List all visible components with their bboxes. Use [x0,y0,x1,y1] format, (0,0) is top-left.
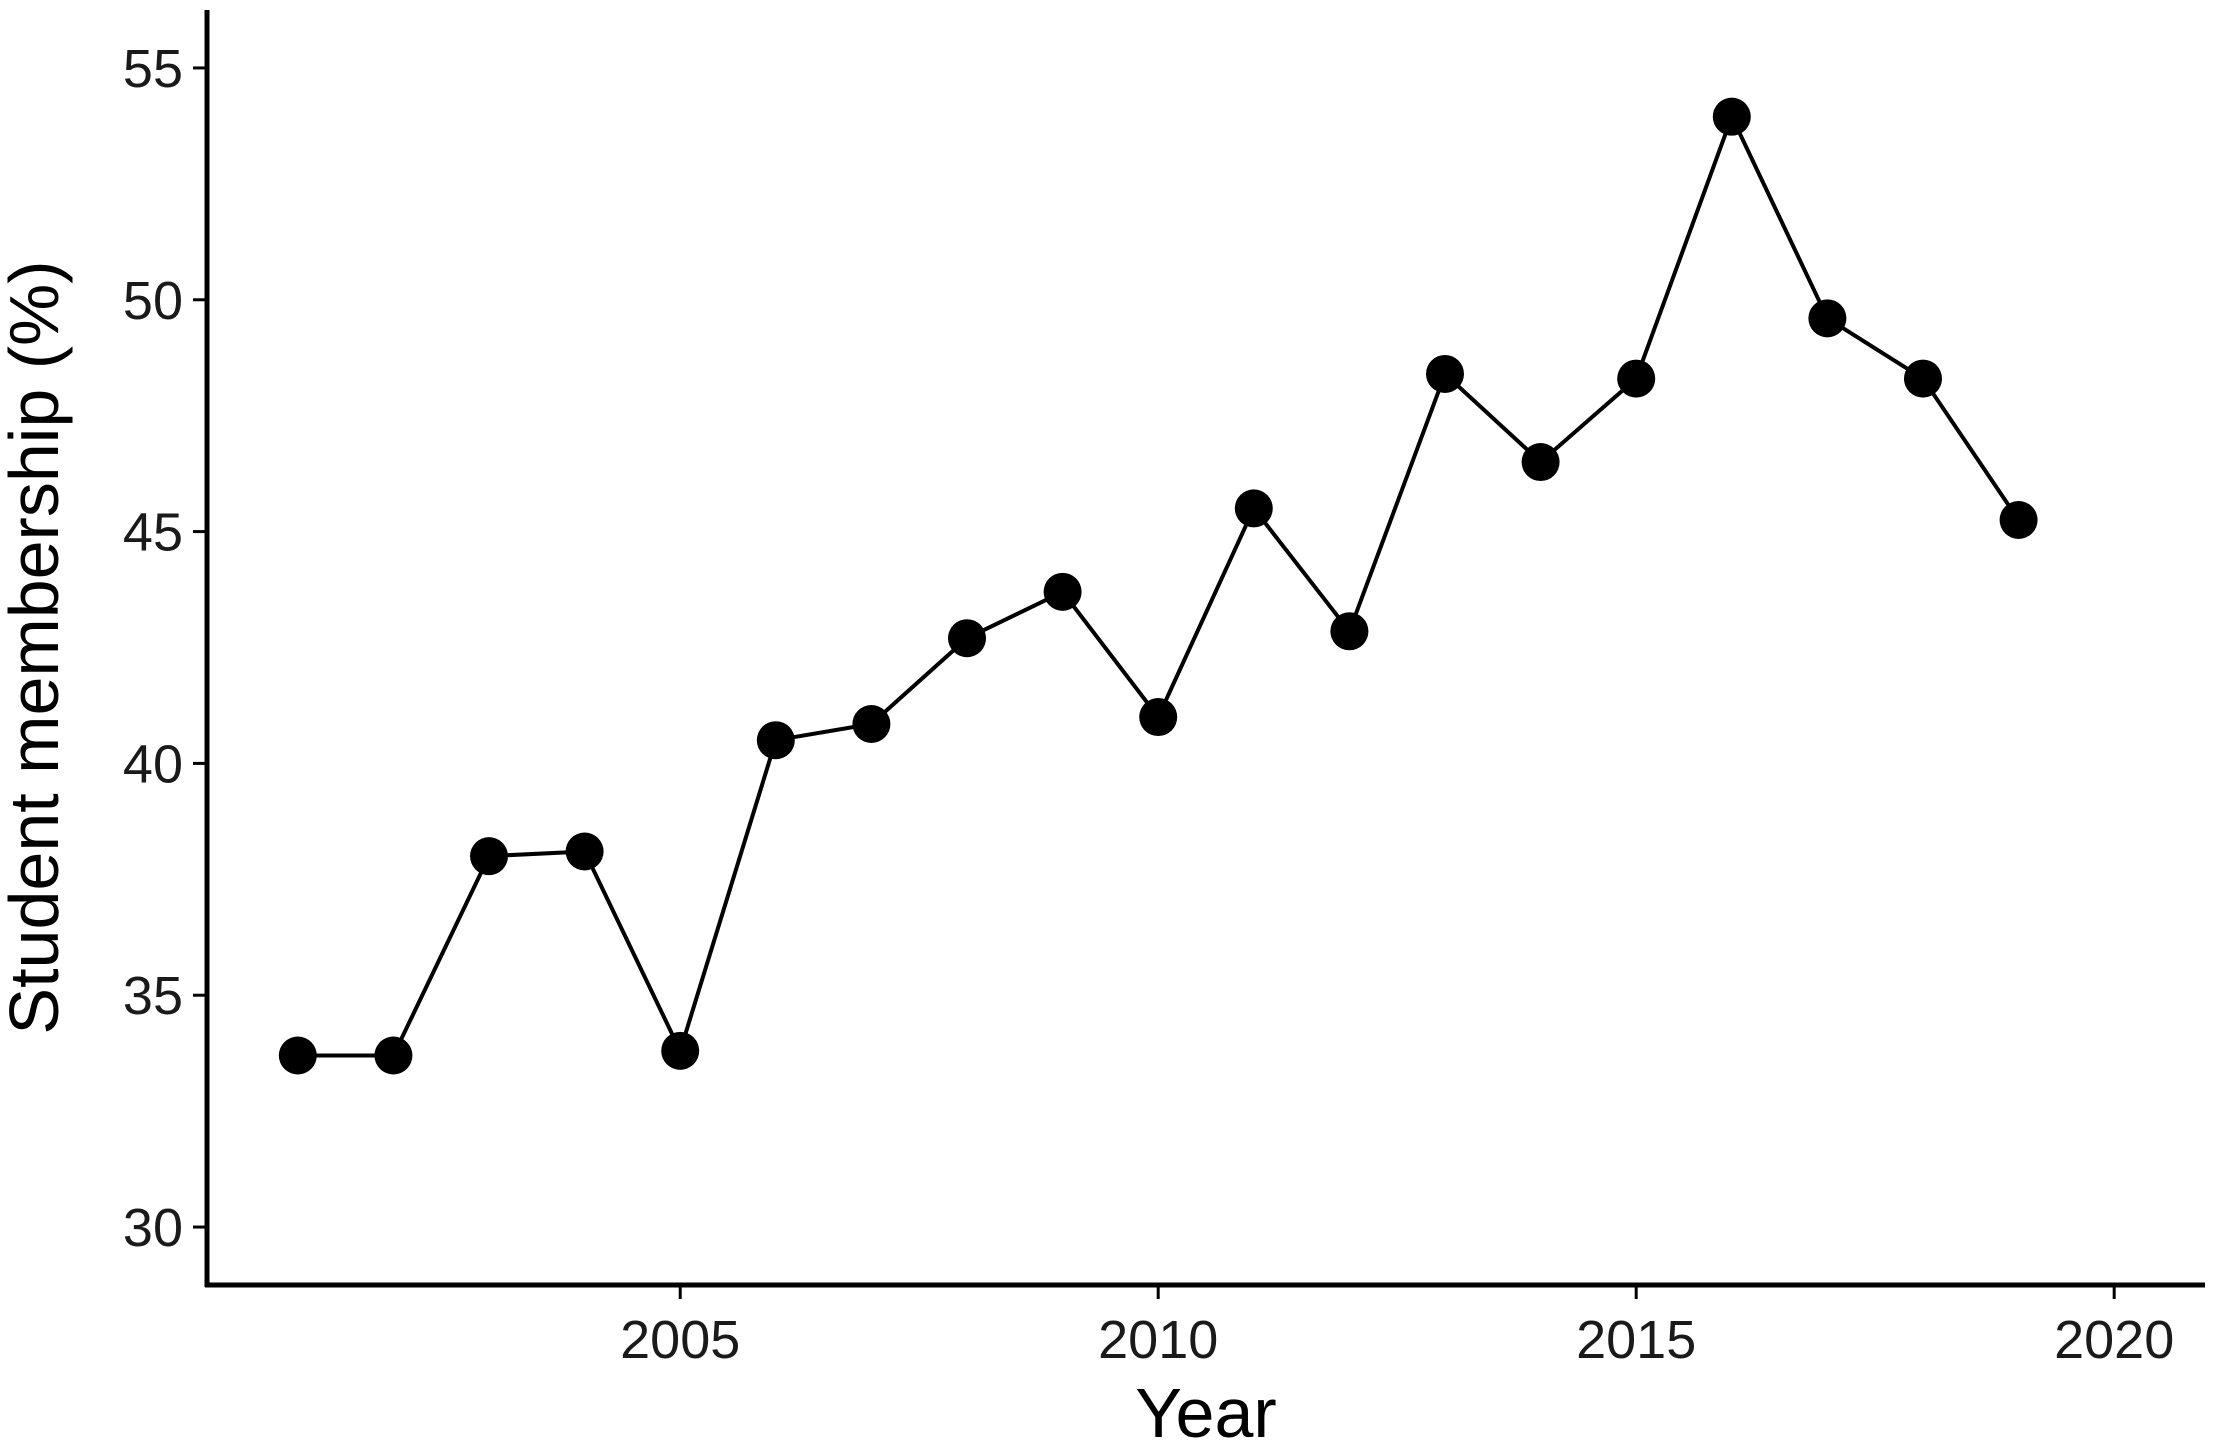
x-axis-title: Year [1135,1374,1276,1452]
axes [204,10,2205,1288]
series-line [297,114,2021,1058]
data-point [1234,489,1273,528]
y-tick-label: 30 [123,1198,183,1258]
y-tick-label: 40 [123,734,183,794]
data-point [1521,443,1560,482]
y-axis-title: Student membership (%) [0,260,73,1034]
data-point [1139,698,1178,737]
y-tick-label: 35 [123,966,183,1026]
data-point [470,837,509,876]
data-point [852,705,891,743]
data-point [756,721,795,760]
data-point [1043,572,1082,611]
y-axis-ticks: 30 35 40 45 50 55 [123,39,207,1258]
data-series [297,114,2021,1058]
y-tick-label: 55 [123,39,183,99]
x-tick-label: 2005 [620,1310,740,1370]
data-points [278,97,2038,1075]
data-point [1712,97,1751,136]
data-point [948,619,987,658]
data-point [1999,501,2038,539]
x-tick-label: 2010 [1098,1310,1218,1370]
data-point [565,832,604,871]
data-point [661,1031,700,1070]
x-tick-label: 2020 [2054,1310,2174,1370]
x-axis-ticks: 2005 2010 2015 2020 [620,1285,2174,1370]
y-tick-label: 45 [123,503,183,563]
data-point [1903,359,1942,398]
data-point [374,1036,413,1075]
data-point [278,1036,317,1075]
data-point [1808,299,1847,338]
x-tick-label: 2015 [1576,1310,1696,1370]
data-point [1330,612,1369,651]
y-tick-label: 50 [123,271,183,331]
data-point [1425,354,1464,393]
data-point [1617,359,1656,398]
